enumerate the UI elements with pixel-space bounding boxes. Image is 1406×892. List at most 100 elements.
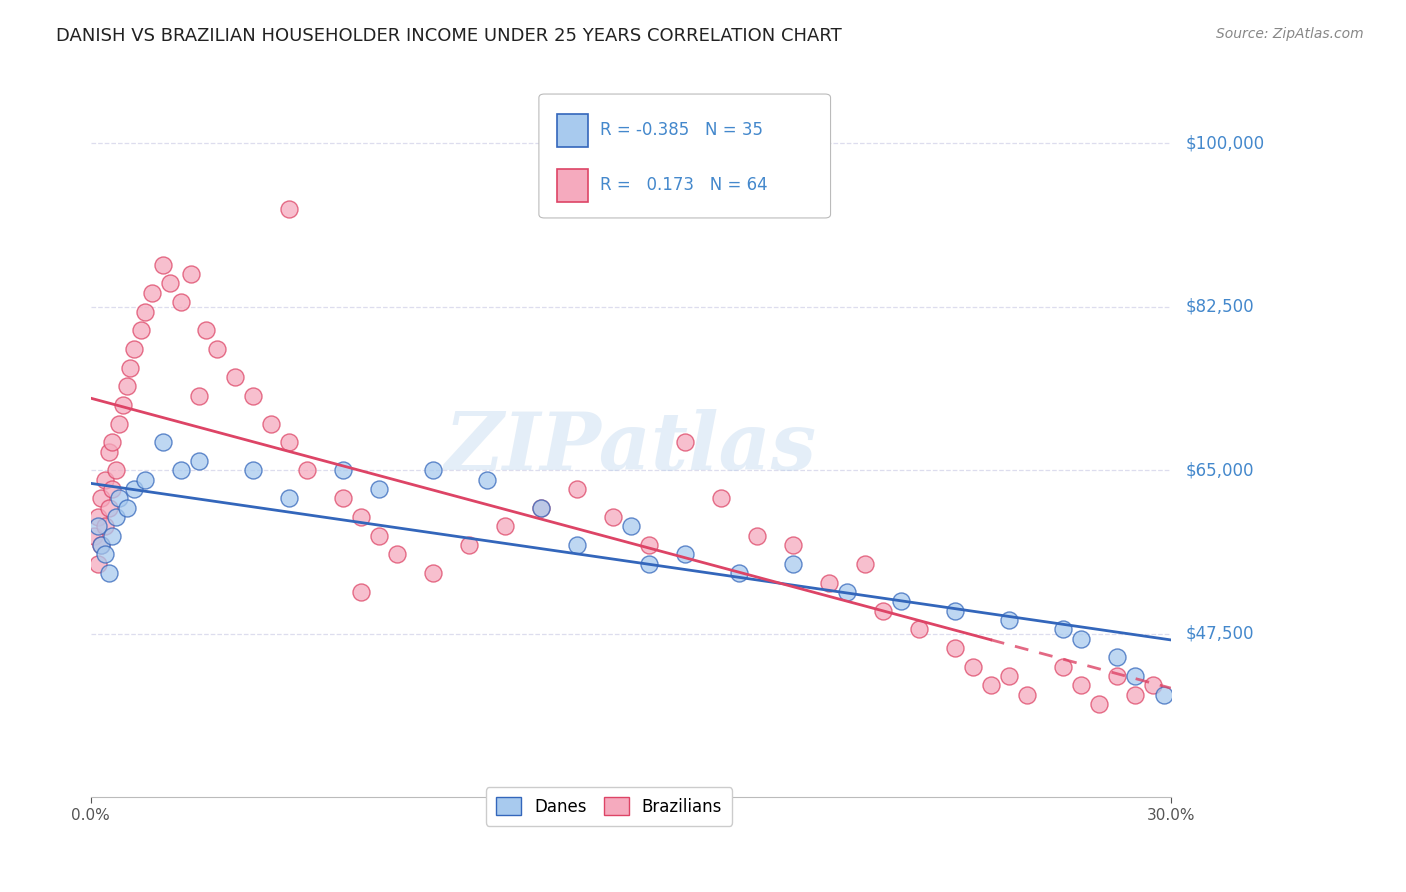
Point [108, 417, 131, 431]
Point [141, 285, 163, 300]
Point [90, 538, 112, 552]
Point [83, 529, 105, 543]
Point [367, 482, 389, 496]
Point [422, 566, 444, 581]
Point [101, 482, 124, 496]
Point [277, 491, 299, 506]
Point [277, 202, 299, 216]
Point [457, 538, 479, 552]
Point [242, 389, 264, 403]
Point [115, 379, 138, 393]
Point [159, 277, 181, 291]
Point [187, 389, 209, 403]
Point [475, 473, 498, 487]
Point [494, 519, 516, 533]
Point [890, 594, 912, 608]
Point [169, 463, 191, 477]
Text: ZIPatlas: ZIPatlas [444, 409, 817, 486]
Point [1105, 669, 1128, 683]
Legend: Danes, Brazilians: Danes, Brazilians [486, 788, 733, 826]
Point [980, 678, 1002, 692]
Point [134, 473, 156, 487]
Point [907, 622, 929, 636]
Point [530, 500, 553, 515]
Point [97, 500, 120, 515]
Point [1123, 669, 1146, 683]
Point [94, 519, 117, 533]
Point [87, 519, 110, 533]
Point [101, 435, 124, 450]
Point [169, 295, 191, 310]
Point [997, 669, 1019, 683]
Point [134, 304, 156, 318]
Point [180, 267, 202, 281]
Point [1052, 659, 1074, 673]
Point [194, 323, 217, 337]
Text: $65,000: $65,000 [1185, 461, 1254, 479]
Point [853, 557, 876, 571]
Point [104, 510, 127, 524]
Point [835, 585, 858, 599]
Point [111, 398, 134, 412]
Point [745, 529, 768, 543]
Point [94, 473, 117, 487]
Point [602, 510, 624, 524]
Point [565, 482, 588, 496]
Point [97, 444, 120, 458]
Point [97, 566, 120, 581]
Text: $100,000: $100,000 [1185, 135, 1264, 153]
Point [101, 529, 124, 543]
Point [1142, 678, 1164, 692]
Point [782, 538, 804, 552]
Text: Source: ZipAtlas.com: Source: ZipAtlas.com [1216, 27, 1364, 41]
Point [152, 435, 174, 450]
Point [122, 342, 145, 356]
Point [1123, 688, 1146, 702]
Point [1088, 697, 1111, 711]
FancyBboxPatch shape [538, 94, 831, 218]
Point [782, 557, 804, 571]
Point [673, 548, 696, 562]
Point [673, 435, 696, 450]
Point [872, 603, 894, 617]
Point [90, 491, 112, 506]
FancyBboxPatch shape [557, 114, 588, 147]
Point [637, 538, 659, 552]
Point [367, 529, 389, 543]
Text: R = -0.385   N = 35: R = -0.385 N = 35 [600, 121, 763, 139]
Point [152, 258, 174, 272]
Point [565, 538, 588, 552]
FancyBboxPatch shape [557, 169, 588, 202]
Point [817, 575, 839, 590]
Point [710, 491, 733, 506]
Point [205, 342, 228, 356]
Point [242, 463, 264, 477]
Point [120, 360, 142, 375]
Point [108, 491, 131, 506]
Point [350, 585, 373, 599]
Point [943, 603, 966, 617]
Point [129, 323, 152, 337]
Text: R =   0.173   N = 64: R = 0.173 N = 64 [600, 176, 768, 194]
Point [1052, 622, 1074, 636]
Point [277, 435, 299, 450]
Point [115, 500, 138, 515]
Point [530, 500, 553, 515]
Point [104, 463, 127, 477]
Point [943, 640, 966, 655]
Point [259, 417, 281, 431]
Point [385, 548, 408, 562]
Point [122, 482, 145, 496]
Point [87, 557, 110, 571]
Point [332, 463, 354, 477]
Point [637, 557, 659, 571]
Point [422, 463, 444, 477]
Point [295, 463, 318, 477]
Text: $82,500: $82,500 [1185, 298, 1254, 316]
Text: $47,500: $47,500 [1185, 625, 1254, 643]
Point [962, 659, 984, 673]
Point [1070, 632, 1092, 646]
Point [187, 454, 209, 468]
Point [1105, 650, 1128, 665]
Text: DANISH VS BRAZILIAN HOUSEHOLDER INCOME UNDER 25 YEARS CORRELATION CHART: DANISH VS BRAZILIAN HOUSEHOLDER INCOME U… [56, 27, 842, 45]
